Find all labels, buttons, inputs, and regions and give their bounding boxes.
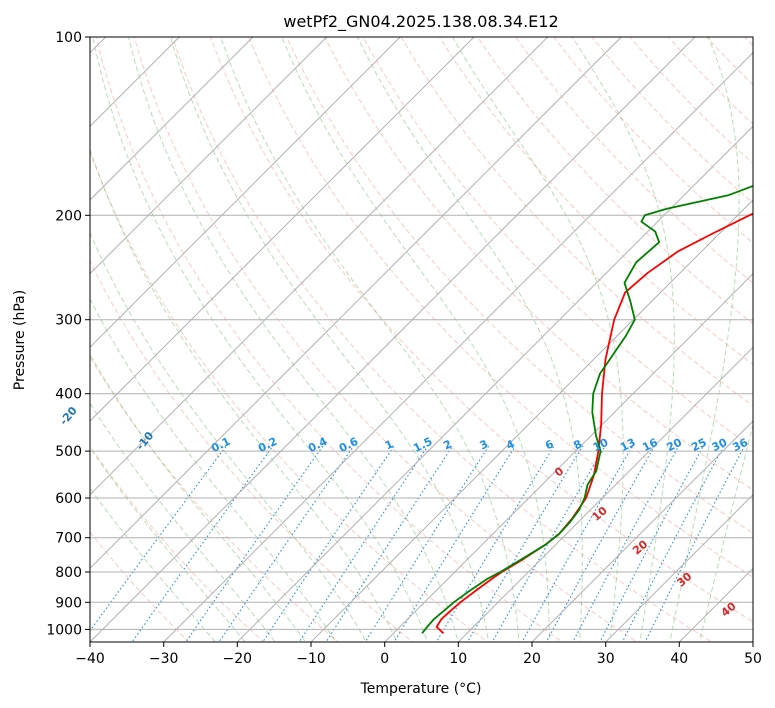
mixing-ratio-line: [599, 445, 704, 642]
mixing-ratio-line: [621, 445, 725, 642]
plot-frame: [89, 36, 754, 643]
y-tick-label: 100: [55, 30, 82, 46]
y-tick-label: 500: [55, 444, 82, 460]
y-tick-label: 1000: [46, 622, 82, 638]
dry-adiabat-line: [667, 37, 753, 125]
mixing-ratio-line: [435, 445, 555, 642]
temperature-profile-line: [435, 212, 753, 634]
isotherm-line: [90, 37, 696, 642]
dry-adiabat-line: [171, 37, 713, 642]
y-tick-label: 800: [55, 565, 82, 581]
moist-adiabat-line: [220, 37, 520, 642]
x-tick-label: −40: [75, 651, 105, 667]
isotherm-line: [236, 125, 753, 642]
mixing-ratio-line: [644, 445, 746, 642]
dry-adiabat-line: [248, 37, 753, 578]
isotherm-line: [163, 51, 753, 642]
dry-adiabat-line: [477, 37, 753, 325]
isotherm-line: [90, 37, 254, 201]
isotherm-line: [90, 37, 622, 570]
isotherm-line: [90, 37, 475, 422]
mixing-ratio-label: 16: [640, 436, 660, 455]
mixing-ratio-label: 36: [731, 436, 751, 455]
x-axis-title: Temperature (°C): [360, 681, 482, 697]
isotherm-line: [310, 199, 753, 642]
mixing-ratio-line: [364, 445, 490, 642]
moist-adiabat-line: [90, 353, 307, 642]
mixing-ratio-label: 13: [618, 436, 637, 454]
dry-adiabat-line: [90, 150, 489, 642]
mixing-ratio-label: 25: [689, 436, 708, 454]
dry-adiabat-line: [362, 37, 753, 449]
mixing-ratio-line: [298, 445, 429, 642]
x-tick-label: 30: [597, 651, 615, 667]
y-axis: 100 200 300 400 500 600 700 800 900 1000: [46, 30, 90, 638]
x-tick-label: 50: [744, 651, 762, 667]
isotherm-line: [752, 641, 753, 642]
mixing-ratio-line: [466, 445, 584, 642]
plot-area: [90, 37, 753, 642]
x-tick-label: −30: [149, 651, 179, 667]
isotherm-line: [90, 37, 328, 275]
mixing-ratio-label: 10: [591, 436, 611, 455]
y-tick-label: 700: [55, 531, 82, 547]
chart-title: wetPf2_GN04.2025.138.08.34.E12: [283, 12, 558, 32]
dry-adiabat-line: [553, 37, 753, 244]
moist-adiabat-line: [571, 37, 675, 642]
moist-adiabat-line: [669, 37, 740, 642]
isotherm-line: [384, 272, 753, 642]
curve-labels: 0.10.20.40.611.52346810131620253036-100-…: [0, 370, 751, 620]
x-axis: −40 −30 −20 −10 0 10 20 30 40 50: [75, 642, 762, 667]
profile-lines: [421, 184, 753, 634]
y-tick-label: 300: [55, 313, 82, 329]
isotherm-line: [531, 420, 753, 642]
y-tick-label: 200: [55, 208, 82, 224]
dry-adiabat-line: [756, 10, 775, 654]
y-tick-label: 900: [55, 595, 82, 611]
x-tick-label: −20: [223, 651, 253, 667]
grid-lines: [90, 37, 753, 642]
dry-adiabat-line: [133, 37, 638, 642]
dry-adiabat-line: [90, 445, 265, 642]
isotherm-line: [90, 37, 401, 349]
dry-adiabat-label: -30: [0, 370, 3, 394]
x-tick-label: −10: [296, 651, 326, 667]
y-tick-label: 600: [55, 491, 82, 507]
mixing-ratio-line: [262, 445, 395, 642]
y-tick-label: 400: [55, 387, 82, 403]
x-tick-label: 10: [449, 651, 467, 667]
moist-adiabat-line: [90, 231, 367, 642]
x-tick-label: 40: [670, 651, 688, 667]
dry-adiabat-line: [90, 259, 414, 642]
mixing-ratio-line: [90, 445, 227, 632]
mixing-ratio-label: 20: [665, 436, 685, 455]
x-tick-label: 0: [380, 651, 389, 667]
y-axis-title: Pressure (hPa): [12, 290, 28, 390]
dry-adiabat-line: [95, 37, 564, 642]
dewpoint-profile-line: [421, 184, 753, 634]
isotherm-line: [90, 37, 549, 496]
x-tick-label: 20: [523, 651, 541, 667]
mixing-ratio-line: [572, 445, 680, 642]
dry-adiabat-line: [400, 37, 753, 407]
isotherm-line: [605, 493, 753, 642]
dry-adiabat-line: [90, 531, 190, 642]
dry-adiabat-line: [591, 37, 753, 204]
mixing-ratio-line: [131, 445, 274, 642]
dry-adiabat-label: -20: [57, 404, 80, 428]
mixing-ratio-label: 30: [710, 436, 730, 455]
mixing-ratio-line: [325, 445, 454, 642]
isotherm-line: [457, 346, 753, 642]
dry-adiabat-line: [286, 37, 753, 534]
dry-adiabat-line: [209, 37, 753, 623]
